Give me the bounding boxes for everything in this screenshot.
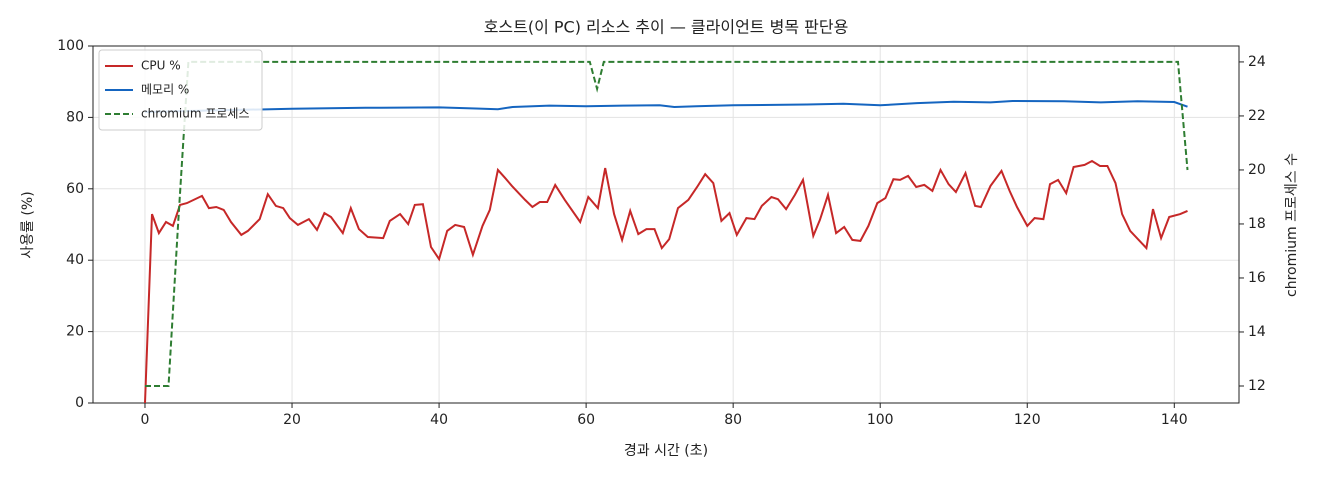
x-tick-label: 40 xyxy=(430,412,448,428)
x-tick-label: 140 xyxy=(1161,412,1188,428)
y-tick-label: 80 xyxy=(66,109,84,125)
chart-title: 호스트(이 PC) 리소스 추이 — 클라이언트 병목 판단용 xyxy=(484,18,849,37)
legend: CPU % 메모리 % chromium 프로세스 xyxy=(98,49,263,131)
x-tick-label: 60 xyxy=(577,412,595,428)
legend-label: 메모리 % xyxy=(141,83,189,97)
y-tick-label: 40 xyxy=(66,252,84,268)
line-series xyxy=(144,99,1188,113)
y2-tick-label: 14 xyxy=(1248,324,1266,340)
y2-tick-label: 24 xyxy=(1248,54,1266,70)
legend-box xyxy=(98,49,263,131)
x-tick-label: 120 xyxy=(1014,412,1041,428)
legend-label: CPU % xyxy=(141,59,181,73)
y-axis-label: 사용률 (%) xyxy=(20,191,36,258)
line-series xyxy=(145,60,1189,387)
y-tick-label: 0 xyxy=(75,395,84,411)
y2-tick-label: 20 xyxy=(1248,162,1266,178)
y2-tick-label: 16 xyxy=(1248,270,1266,286)
y-tick-label: 100 xyxy=(57,38,84,54)
y-tick-label: 20 xyxy=(66,324,84,340)
legend-label: chromium 프로세스 xyxy=(141,107,250,121)
y2-axis-label: chromium 프로세스 수 xyxy=(1284,153,1300,297)
y2-tick-label: 12 xyxy=(1248,378,1266,394)
x-axis-label: 경과 시간 (초) xyxy=(624,443,708,459)
x-tick-label: 0 xyxy=(141,412,150,428)
y2-tick-label: 18 xyxy=(1248,216,1266,232)
x-tick-label: 100 xyxy=(867,412,894,428)
y2-tick-label: 22 xyxy=(1248,108,1266,124)
x-tick-label: 80 xyxy=(724,412,742,428)
y-tick-label: 60 xyxy=(66,181,84,197)
plot-frame xyxy=(92,45,1240,404)
line-series xyxy=(144,159,1188,404)
x-tick-label: 20 xyxy=(283,412,301,428)
